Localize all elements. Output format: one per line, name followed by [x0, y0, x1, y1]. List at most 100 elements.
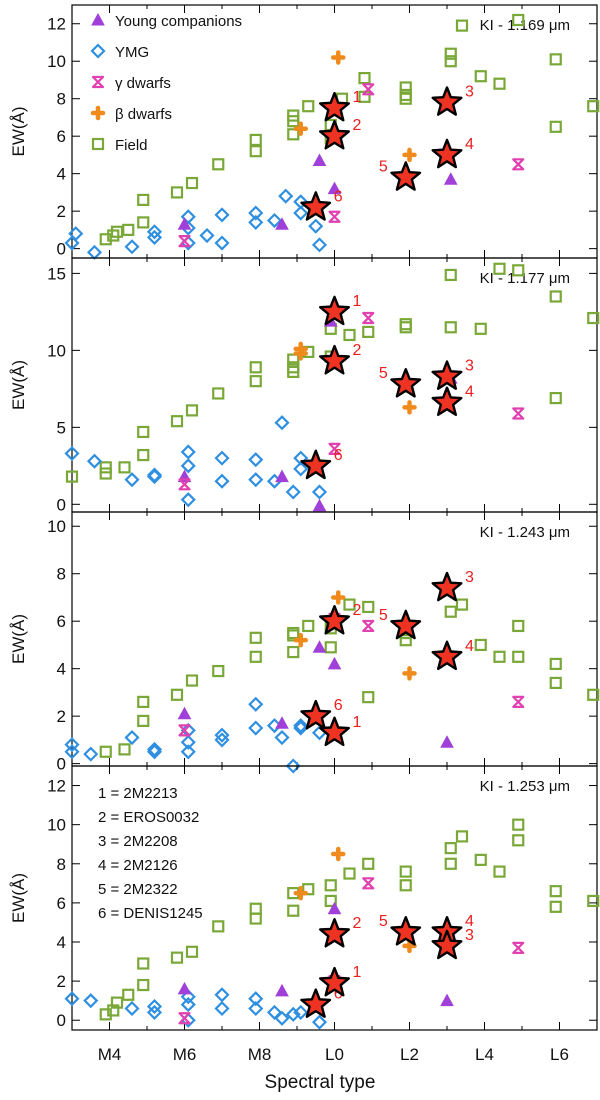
series-field — [65, 262, 600, 483]
data-point — [399, 865, 412, 878]
data-point — [440, 735, 454, 748]
target-label: 6 — [334, 697, 343, 714]
series-young-companions — [177, 153, 458, 230]
data-point — [214, 207, 230, 223]
x-tick-label: L6 — [550, 1045, 569, 1064]
data-point — [331, 846, 346, 862]
data-point — [512, 650, 525, 663]
target-label: 3 — [465, 927, 474, 944]
data-point — [293, 718, 309, 734]
data-point — [180, 734, 196, 750]
target-star — [300, 449, 332, 480]
data-point — [214, 235, 230, 251]
data-point — [287, 109, 300, 122]
data-point — [180, 744, 196, 760]
x-tick-label: M8 — [248, 1045, 272, 1064]
data-point — [185, 404, 199, 417]
data-point — [99, 467, 112, 480]
y-tick-label: 10 — [47, 816, 66, 835]
legend-marker-beta — [90, 105, 106, 121]
data-point — [274, 1010, 290, 1026]
data-point — [122, 223, 135, 236]
data-point — [64, 235, 80, 251]
series--dwarfs — [293, 50, 417, 163]
series--dwarfs — [178, 83, 525, 248]
data-point — [549, 676, 562, 690]
data-point — [137, 193, 150, 207]
data-point — [362, 600, 375, 614]
legend: Young companions YMG γ dwarfs β dwarfs Field — [90, 12, 242, 154]
target-label: 4 — [465, 384, 474, 401]
data-point — [287, 626, 300, 640]
data-point — [180, 458, 196, 474]
target-label: 2 — [353, 117, 362, 134]
target-label: 6 — [334, 986, 343, 1003]
data-point — [324, 894, 337, 908]
target-label: 2 — [353, 602, 362, 619]
target-star — [431, 360, 463, 390]
data-point — [110, 996, 124, 1009]
data-point — [177, 217, 192, 230]
x-tick-label: L4 — [475, 1045, 494, 1064]
object-key-entry: 2 = EROS0032 — [98, 809, 199, 826]
object-key-entry: 1 = 2M2213 — [98, 785, 178, 802]
data-point — [146, 741, 163, 757]
data-point — [248, 1000, 264, 1017]
data-point — [587, 100, 600, 113]
target-star — [431, 929, 463, 960]
data-point — [512, 619, 525, 633]
target-star — [300, 191, 332, 221]
target-label: 3 — [465, 569, 474, 586]
data-point — [249, 650, 262, 663]
data-point — [275, 983, 289, 997]
data-point — [170, 951, 184, 964]
data-point — [124, 1000, 140, 1017]
data-point — [274, 729, 290, 746]
data-point — [178, 724, 191, 737]
target-star — [390, 916, 422, 946]
data-point — [68, 226, 84, 242]
data-point — [362, 877, 375, 890]
data-point — [122, 988, 135, 1001]
data-point — [358, 71, 371, 85]
data-point — [455, 19, 469, 32]
data-point — [185, 945, 199, 958]
series-ymg — [64, 415, 328, 508]
data-point — [214, 727, 230, 743]
target-star — [300, 988, 332, 1018]
data-point — [293, 205, 309, 221]
series--dwarfs — [293, 341, 417, 415]
legend-marker-field — [91, 137, 105, 151]
data-point — [587, 311, 600, 325]
series--dwarfs — [293, 590, 417, 681]
data-point — [249, 912, 262, 925]
data-point — [399, 92, 412, 105]
data-point — [107, 1004, 120, 1017]
panel-title: KI - 1.253 μm — [480, 778, 570, 795]
series-ymg — [64, 188, 328, 260]
data-point — [293, 632, 308, 648]
data-point — [118, 461, 131, 474]
target-star — [319, 716, 350, 747]
data-point — [214, 1000, 230, 1017]
data-point — [248, 472, 264, 488]
series-targets: 6 1 2 5 3 4 — [300, 83, 474, 221]
data-point — [455, 830, 469, 843]
data-point — [402, 400, 417, 415]
data-point — [249, 145, 262, 158]
panel-title: KI - 1.177 μm — [480, 270, 570, 287]
object-key-entry: 3 = 2M2208 — [98, 833, 178, 850]
data-point — [512, 834, 525, 847]
data-point — [285, 758, 301, 774]
data-point — [399, 879, 412, 892]
target-label: 6 — [334, 188, 343, 205]
y-tick-label: 8 — [57, 565, 66, 584]
series-field — [99, 13, 600, 246]
data-point — [248, 991, 264, 1007]
data-point — [512, 13, 525, 27]
data-point — [146, 229, 163, 245]
data-point — [170, 186, 184, 199]
data-point — [587, 688, 600, 701]
data-point — [249, 631, 262, 644]
legend-label-gamma: γ dwarfs — [115, 75, 171, 92]
